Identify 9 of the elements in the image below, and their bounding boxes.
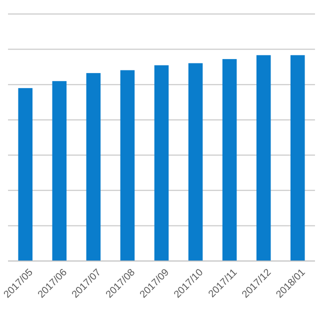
bar xyxy=(120,70,135,261)
bar xyxy=(154,65,169,261)
bar xyxy=(290,55,305,261)
bar xyxy=(222,59,237,261)
bar xyxy=(52,81,67,261)
bar xyxy=(86,73,101,261)
bar xyxy=(18,88,33,261)
bar xyxy=(188,63,203,261)
bar xyxy=(256,55,271,261)
